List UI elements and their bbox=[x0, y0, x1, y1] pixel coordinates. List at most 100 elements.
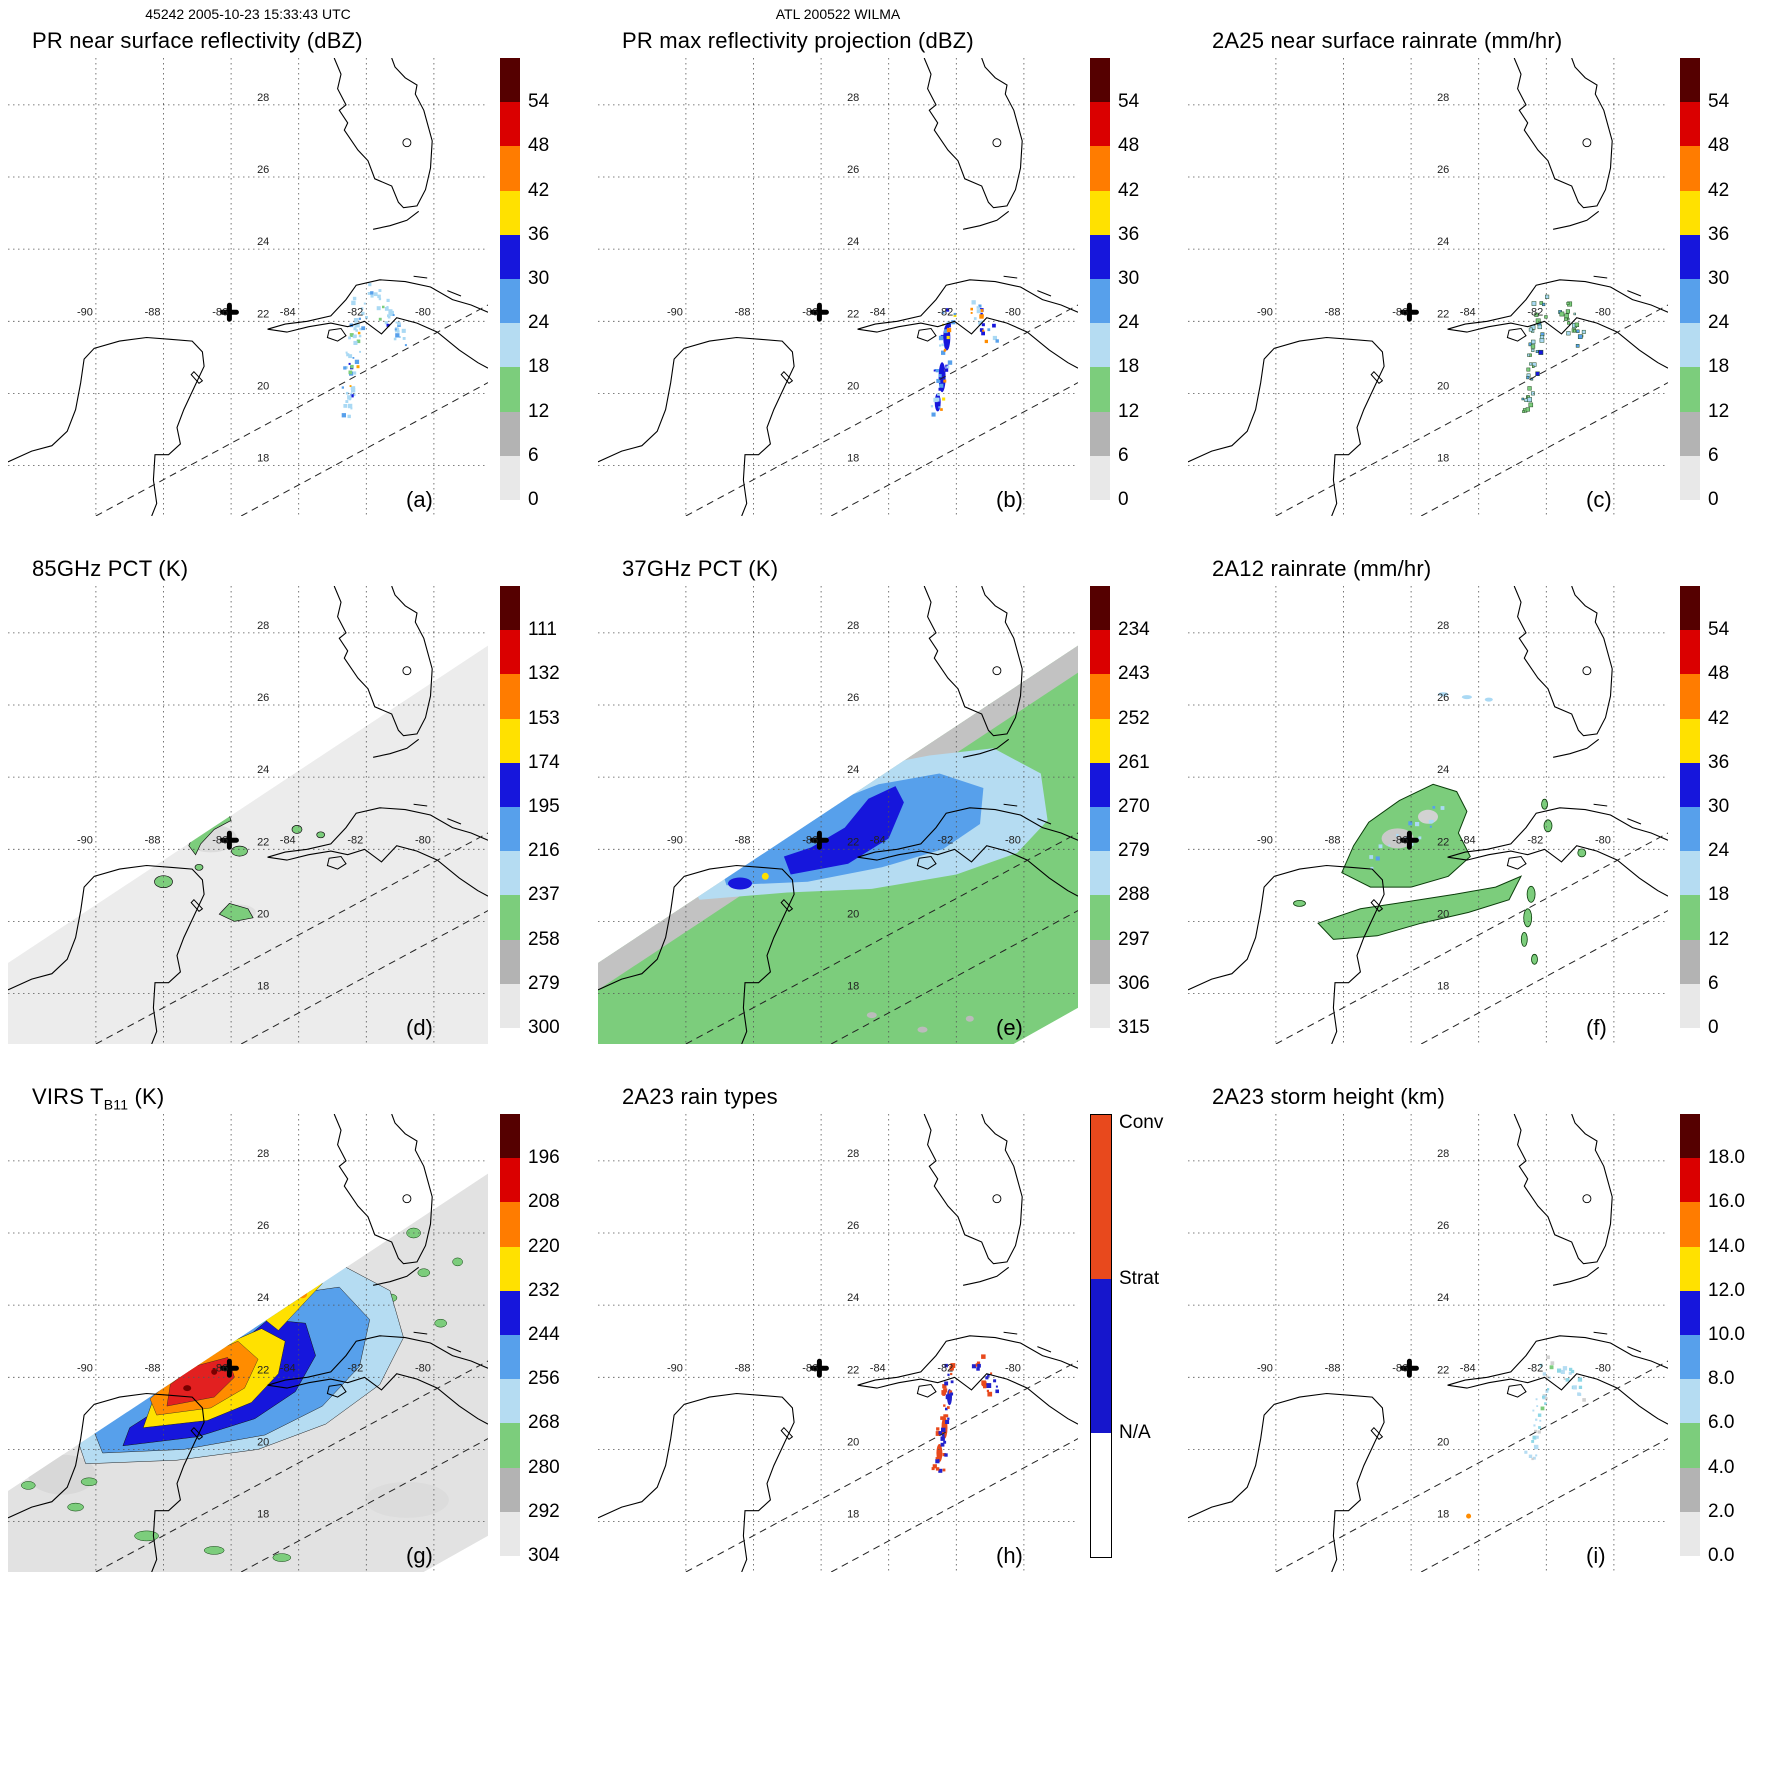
data-speckle bbox=[970, 312, 973, 314]
data-speckle bbox=[932, 1464, 937, 1469]
data-speckle bbox=[1538, 349, 1544, 355]
data-speckle bbox=[941, 311, 945, 314]
panel-g-title-prefix: VIRS T bbox=[32, 1084, 104, 1109]
colorbar-tick-label: 6 bbox=[1118, 444, 1129, 466]
data-speckle bbox=[947, 360, 953, 365]
lon-label: -88 bbox=[735, 834, 751, 846]
data-blob bbox=[291, 825, 303, 834]
panel-i: 2A23 storm height (km) -90 -88 -86 -84 -82 -8… bbox=[1186, 1082, 1771, 1608]
data-speckle bbox=[1528, 1454, 1533, 1458]
data-speckle bbox=[940, 1436, 945, 1441]
data-speckle bbox=[1539, 1363, 1543, 1367]
data-speckle bbox=[1540, 1406, 1545, 1411]
coastline bbox=[1447, 279, 1668, 330]
data-speckle bbox=[348, 362, 351, 365]
lat-label: 26 bbox=[1437, 692, 1449, 704]
data-speckle bbox=[970, 307, 973, 311]
colorbar-tick-label: 315 bbox=[1118, 1017, 1150, 1038]
data-speckle bbox=[1388, 844, 1391, 847]
data-speckle bbox=[1415, 822, 1420, 827]
coastline bbox=[1188, 1392, 1385, 1572]
lat-label: 24 bbox=[257, 764, 269, 776]
data-speckle bbox=[990, 1372, 993, 1375]
coastline bbox=[333, 1114, 433, 1265]
coastline bbox=[267, 1373, 488, 1425]
colorbar-segment bbox=[1090, 234, 1110, 280]
lat-label: 22 bbox=[1437, 836, 1449, 848]
data-speckle bbox=[1563, 1377, 1566, 1380]
data-speckle bbox=[1535, 1418, 1538, 1421]
colorbar-tick-label: 244 bbox=[528, 1324, 560, 1345]
data-speckle bbox=[348, 370, 353, 375]
data-speckle bbox=[1428, 819, 1433, 824]
colorbar-tick-label: 268 bbox=[528, 1412, 560, 1434]
lat-label: 26 bbox=[257, 164, 269, 176]
lon-label: -82 bbox=[347, 1362, 363, 1374]
lat-label: 20 bbox=[257, 1436, 269, 1448]
data-speckle bbox=[1535, 350, 1539, 353]
data-speckle bbox=[939, 344, 942, 347]
data-speckle bbox=[402, 337, 406, 340]
panel-g-title-suffix: (K) bbox=[128, 1084, 165, 1109]
data-speckle bbox=[1369, 855, 1374, 859]
colorbar-tick-label: 0 bbox=[528, 489, 539, 510]
data-speckle bbox=[386, 323, 390, 327]
coastline bbox=[923, 586, 1023, 737]
colorbar-segment bbox=[1090, 630, 1110, 675]
data-blob bbox=[452, 1257, 463, 1267]
data-speckle bbox=[359, 350, 361, 353]
data-blob bbox=[1526, 885, 1536, 903]
data-speckle bbox=[1562, 1366, 1568, 1371]
data-speckle bbox=[1535, 1398, 1538, 1401]
pr-swath-edge bbox=[1420, 1438, 1668, 1572]
data-layer bbox=[1466, 1355, 1586, 1519]
data-speckle bbox=[971, 1364, 976, 1369]
panel-letter: (i) bbox=[1586, 1543, 1606, 1568]
data-speckle bbox=[950, 1372, 953, 1376]
panel-b: PR max reflectivity projection (dBZ) -90… bbox=[596, 26, 1182, 552]
data-speckle bbox=[938, 335, 944, 341]
colorbar-segment bbox=[1680, 411, 1700, 457]
data-speckle bbox=[942, 397, 946, 401]
colorbar-segment bbox=[1680, 1114, 1700, 1159]
colorbar-segment bbox=[1090, 58, 1110, 103]
data-speckle bbox=[341, 386, 344, 389]
data-speckle bbox=[946, 335, 950, 340]
data-speckle bbox=[1545, 1389, 1549, 1393]
data-speckle bbox=[345, 400, 349, 403]
lon-label: -80 bbox=[1595, 1362, 1611, 1374]
data-blob bbox=[211, 1368, 218, 1375]
data-speckle bbox=[354, 359, 360, 364]
colorbar-tick-label: 24 bbox=[1118, 312, 1140, 334]
lon-label: -90 bbox=[667, 834, 683, 846]
lon-label: -88 bbox=[1325, 306, 1341, 318]
data-blob bbox=[194, 863, 204, 871]
colorbar-segment bbox=[500, 718, 520, 764]
lon-label: -88 bbox=[1325, 1362, 1341, 1374]
colorbar-tick-label: 30 bbox=[1708, 796, 1730, 817]
data-speckle bbox=[370, 294, 374, 298]
lon-label: -84 bbox=[870, 834, 886, 846]
data-speckle bbox=[976, 1361, 981, 1365]
data-speckle bbox=[976, 309, 981, 314]
data-speckle bbox=[930, 405, 934, 408]
colorbar-segment bbox=[500, 58, 520, 103]
coastline bbox=[857, 1373, 1078, 1425]
colorbar-tick-label: 30 bbox=[1118, 268, 1140, 289]
lat-label: 28 bbox=[1437, 620, 1449, 632]
colorbar-segment bbox=[1090, 190, 1110, 236]
panel-e-title: 37GHz PCT (K) bbox=[622, 556, 779, 581]
data-speckle bbox=[1567, 317, 1570, 321]
coastline bbox=[962, 1266, 1010, 1286]
colorbar-tick-label: 220 bbox=[528, 1235, 560, 1257]
data-speckle bbox=[1566, 331, 1571, 336]
colorbar-tick-label: 10.0 bbox=[1708, 1324, 1745, 1345]
colorbar-tick-label: 2.0 bbox=[1708, 1500, 1735, 1522]
colorbar-tick-label: 42 bbox=[1118, 179, 1140, 201]
colorbar-segment bbox=[1090, 674, 1110, 720]
data-speckle bbox=[947, 1417, 950, 1420]
pr-swath-edge bbox=[95, 1360, 488, 1572]
pr-swath-edge bbox=[1275, 1360, 1668, 1572]
data-speckle bbox=[938, 1468, 943, 1473]
map-a: -90 -88 -86 -84 -82 -80 28 26 24 22 20 18 (a) bbox=[8, 58, 488, 516]
